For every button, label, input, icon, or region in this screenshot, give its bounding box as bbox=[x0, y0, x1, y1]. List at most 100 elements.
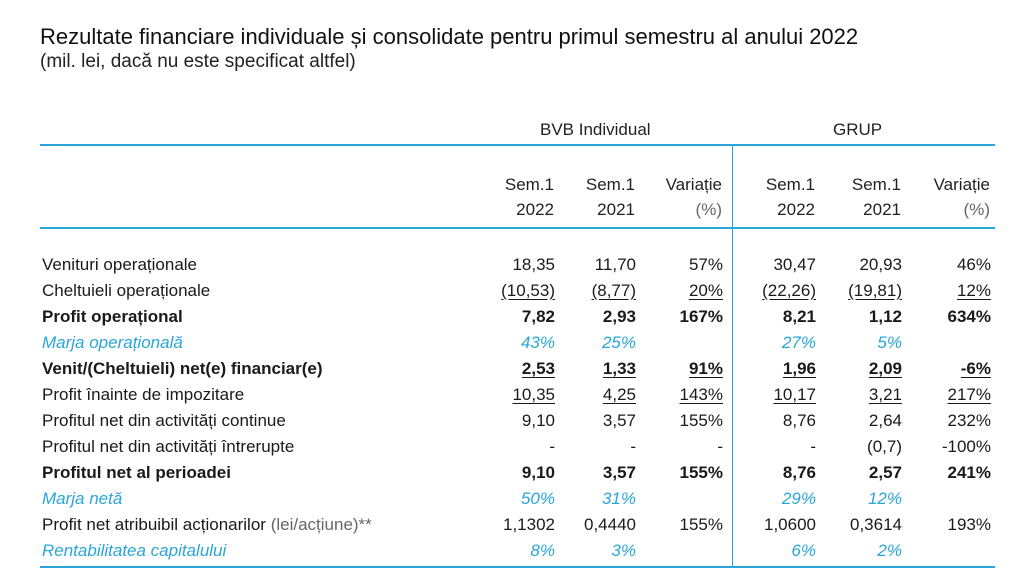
cell-ind-2021: 3,57 bbox=[602, 411, 636, 430]
cell-ind-2022: - bbox=[549, 437, 555, 456]
table-row: Marja operațională 43% 25% 27% 5% bbox=[40, 330, 995, 356]
cell-grup-2021: 2,57 bbox=[868, 463, 902, 482]
cell-ind-var: 155% bbox=[679, 463, 723, 482]
cell-grup-2021: 3,21 bbox=[868, 385, 902, 404]
cell-ind-2022: 8% bbox=[530, 541, 555, 560]
cell-grup-2021: 1,12 bbox=[868, 307, 902, 326]
header-divider bbox=[40, 144, 995, 146]
group-header-individual: BVB Individual bbox=[540, 120, 651, 139]
row-label: Profitul net din activități continue bbox=[42, 411, 286, 430]
row-label: Profitul net al perioadei bbox=[42, 463, 231, 482]
row-label: Profit operațional bbox=[42, 307, 183, 326]
cell-ind-var: 155% bbox=[679, 411, 723, 430]
cell-grup-2022: 8,76 bbox=[782, 463, 816, 482]
cell-grup-var: 241% bbox=[947, 463, 991, 482]
cell-ind-2021: 3% bbox=[611, 541, 636, 560]
cell-ind-2022: 9,10 bbox=[521, 411, 555, 430]
cell-ind-var: 57% bbox=[688, 255, 723, 274]
table-row: Profitul net din activități continue 9,10… bbox=[40, 408, 995, 434]
cell-grup-var: -6% bbox=[960, 359, 991, 378]
cell-ind-2022: 9,10 bbox=[521, 463, 555, 482]
row-label: Rentabilitatea capitalului bbox=[42, 541, 227, 560]
group-header-grup: GRUP bbox=[833, 120, 883, 139]
table-row: Venit/(Cheltuieli) net(e) financiar(e) 2,… bbox=[40, 356, 995, 382]
table-row: Profitul net al perioadei 9,10 3,57 155% 8,7… bbox=[40, 460, 995, 486]
col-header-grup-variatie: Variație (%) bbox=[933, 175, 990, 219]
table-row: Profitul net din activități întrerupte - -… bbox=[40, 434, 995, 460]
page-title: Rezultate financiare individuale și cons… bbox=[40, 24, 859, 49]
cell-grup-2021: 2% bbox=[877, 541, 902, 560]
row-label: Venituri operaționale bbox=[42, 255, 198, 274]
cell-ind-2022: 18,35 bbox=[512, 255, 555, 274]
table-row: Profit înainte de impozitare 10,35 4,25 143… bbox=[40, 382, 995, 408]
cell-grup-var: 193% bbox=[947, 515, 991, 534]
column-header-divider bbox=[40, 227, 995, 229]
cell-ind-2022: 7,82 bbox=[521, 307, 555, 326]
row-label: Cheltuieli operaționale bbox=[42, 281, 211, 300]
col-header-ind-2021: Sem.1 2021 bbox=[585, 175, 635, 219]
group-separator bbox=[732, 144, 733, 568]
cell-grup-var: 12% bbox=[956, 281, 991, 300]
row-label: Profit înainte de impozitare bbox=[42, 385, 245, 404]
cell-ind-2021: (8,77) bbox=[591, 281, 636, 300]
cell-grup-2022: 27% bbox=[781, 333, 816, 352]
col-header-ind-2022: Sem.1 2022 bbox=[504, 175, 554, 219]
cell-grup-2022: 1,96 bbox=[782, 359, 816, 378]
cell-ind-2022: 1,1302 bbox=[503, 515, 555, 534]
cell-ind-var: 143% bbox=[679, 385, 723, 404]
cell-grup-2022: (22,26) bbox=[762, 281, 816, 300]
cell-ind-2022: 50% bbox=[520, 489, 555, 508]
cell-ind-var: 167% bbox=[679, 307, 723, 326]
table-row: Rentabilitatea capitalului 8% 3% 6% 2% bbox=[40, 538, 995, 564]
cell-ind-2021: 4,25 bbox=[602, 385, 636, 404]
cell-grup-var: 232% bbox=[947, 411, 991, 430]
table-bottom-divider bbox=[40, 566, 995, 568]
cell-grup-2021: 20,93 bbox=[859, 255, 902, 274]
cell-grup-var: 634% bbox=[947, 307, 991, 326]
col-header-ind-variatie: Variație (%) bbox=[665, 175, 722, 219]
cell-grup-2022: 8,21 bbox=[782, 307, 816, 326]
cell-grup-var: -100% bbox=[941, 437, 991, 456]
cell-grup-2022: 10,17 bbox=[773, 385, 816, 404]
cell-ind-var: - bbox=[717, 437, 723, 456]
cell-grup-2022: 30,47 bbox=[773, 255, 816, 274]
cell-ind-2022: 2,53 bbox=[521, 359, 555, 378]
row-label: Marja operațională bbox=[42, 333, 183, 352]
cell-grup-2022: - bbox=[810, 437, 816, 456]
table-row: Cheltuieli operaționale (10,53) (8,77) 20% (… bbox=[40, 278, 995, 304]
cell-grup-2022: 8,76 bbox=[782, 411, 816, 430]
cell-ind-2022: (10,53) bbox=[501, 281, 555, 300]
cell-grup-2021: (0,7) bbox=[867, 437, 902, 456]
cell-ind-2021: 1,33 bbox=[602, 359, 636, 378]
row-label: Marja netă bbox=[42, 489, 123, 508]
cell-grup-2021: (19,81) bbox=[848, 281, 902, 300]
page-subtitle: (mil. lei, dacă nu este specificat altfe… bbox=[40, 51, 356, 72]
cell-ind-2021: 0,4440 bbox=[584, 515, 636, 534]
cell-grup-var: 46% bbox=[956, 255, 991, 274]
cell-grup-2022: 29% bbox=[781, 489, 816, 508]
table-row: Venituri operaționale 18,35 11,70 57% 30,47 2… bbox=[40, 252, 995, 278]
table-row: Profit operațional 7,82 2,93 167% 8,21 1,12 63… bbox=[40, 304, 995, 330]
cell-grup-2022: 1,0600 bbox=[764, 515, 816, 534]
cell-grup-2021: 2,64 bbox=[868, 411, 902, 430]
cell-grup-2021: 0,3614 bbox=[850, 515, 902, 534]
cell-ind-2022: 43% bbox=[520, 333, 555, 352]
cell-ind-var: 20% bbox=[688, 281, 723, 300]
cell-grup-2021: 5% bbox=[877, 333, 902, 352]
table-row: Profit net atribuibil acționarilor (lei/… bbox=[40, 512, 995, 538]
cell-ind-2022: 10,35 bbox=[512, 385, 555, 404]
row-label: Venit/(Cheltuieli) net(e) financiar(e) bbox=[42, 359, 323, 378]
cell-ind-var: 155% bbox=[679, 515, 723, 534]
table-row: Marja netă 50% 31% 29% 12% bbox=[40, 486, 995, 512]
cell-grup-var: 217% bbox=[947, 385, 991, 404]
row-label: Profit net atribuibil acționarilor (lei/… bbox=[42, 515, 372, 534]
row-label: Profitul net din activități întrerupte bbox=[42, 437, 295, 456]
cell-ind-2021: 25% bbox=[601, 333, 636, 352]
cell-ind-2021: 2,93 bbox=[602, 307, 636, 326]
cell-ind-2021: 3,57 bbox=[602, 463, 636, 482]
cell-ind-2021: 11,70 bbox=[594, 255, 636, 274]
col-header-grup-2021: Sem.1 2021 bbox=[851, 175, 901, 219]
cell-grup-2022: 6% bbox=[791, 541, 816, 560]
col-header-grup-2022: Sem.1 2022 bbox=[765, 175, 815, 219]
cell-ind-var: 91% bbox=[688, 359, 723, 378]
